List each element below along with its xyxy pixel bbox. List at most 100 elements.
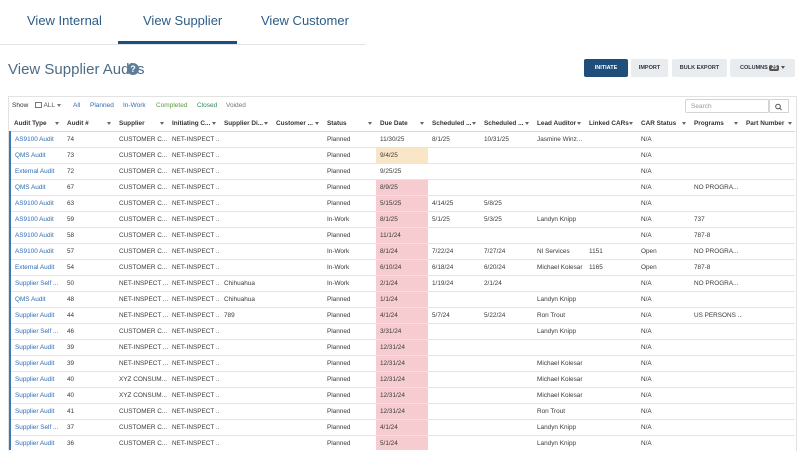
tab-divider [0, 44, 366, 45]
table-cell [742, 259, 795, 276]
table-cell [742, 435, 795, 450]
sort-icon[interactable] [160, 122, 164, 125]
tab[interactable]: View Customer [261, 13, 349, 28]
column-header[interactable]: Status [323, 116, 376, 132]
table-cell: NET-INSPECT ... [168, 307, 220, 324]
column-header[interactable]: Audit # [63, 116, 115, 132]
status-filter[interactable]: All [73, 102, 81, 109]
scope-select[interactable]: ALL [35, 102, 61, 109]
audit-type-link[interactable]: Supplier Audit [9, 371, 63, 388]
table-cell: Michael Kolesar [533, 355, 585, 372]
column-header[interactable]: Scheduled ... [480, 116, 533, 132]
audit-type-link[interactable]: Supplier Self ... [9, 275, 63, 292]
sort-icon[interactable] [525, 122, 529, 125]
audit-type-link[interactable]: AS9100 Audit [9, 195, 63, 212]
audit-type-link[interactable]: QMS Audit [9, 291, 63, 308]
audit-type-link[interactable]: Supplier Audit [9, 435, 63, 450]
table-cell: Planned [323, 323, 376, 340]
column-header[interactable]: Linked CARs [585, 116, 637, 132]
column-header[interactable]: Audit Type [10, 116, 63, 132]
header-row: Audit Type Audit # Supplier Initiating C...… [10, 116, 795, 132]
table-cell [220, 211, 272, 228]
search-input[interactable]: Search [685, 99, 769, 113]
column-header[interactable]: Scheduled ... [428, 116, 480, 132]
table-cell: 36 [63, 435, 115, 450]
table-cell [742, 387, 795, 404]
audit-type-link[interactable]: Supplier Audit [9, 387, 63, 404]
audit-type-link[interactable]: External Audit [9, 259, 63, 276]
table-cell [428, 227, 480, 244]
table-cell [272, 195, 323, 212]
table-cell: CUSTOMER C... [115, 179, 168, 196]
column-header[interactable]: Due Date [376, 116, 428, 132]
audit-type-link[interactable]: AS9100 Audit [9, 211, 63, 228]
table-cell: NET-INSPECT ... [168, 131, 220, 148]
column-header[interactable]: Customer ... [272, 116, 323, 132]
audit-type-link[interactable]: QMS Audit [9, 147, 63, 164]
sort-icon[interactable] [212, 122, 216, 125]
sort-icon[interactable] [420, 122, 424, 125]
sort-icon[interactable] [264, 122, 268, 125]
audit-type-link[interactable]: Supplier Audit [9, 339, 63, 356]
sort-icon[interactable] [55, 122, 59, 125]
table-cell [480, 163, 533, 180]
status-filter[interactable]: Planned [90, 102, 114, 109]
audit-type-link[interactable]: Supplier Audit [9, 403, 63, 420]
table-cell: NET-INSPECT ... [168, 195, 220, 212]
initiate-button[interactable]: INITIATE [584, 59, 628, 77]
sort-icon[interactable] [629, 122, 633, 125]
table-cell: N/A [637, 131, 690, 148]
audit-type-link[interactable]: External Audit [9, 163, 63, 180]
table-cell: 7/22/24 [428, 243, 480, 260]
audit-type-link[interactable]: Supplier Audit [9, 355, 63, 372]
tab-active[interactable]: View Supplier [143, 13, 223, 28]
columns-button[interactable]: COLUMNS 25 [730, 59, 795, 77]
table-cell [690, 419, 742, 436]
table-cell [585, 323, 637, 340]
column-header[interactable]: Initiating C... [168, 116, 220, 132]
import-button[interactable]: IMPORT [631, 59, 668, 77]
column-header[interactable]: CAR Status [637, 116, 690, 132]
audit-type-link[interactable]: Supplier Audit [9, 307, 63, 324]
table-cell: Planned [323, 307, 376, 324]
audit-type-link[interactable]: Supplier Self ... [9, 419, 63, 436]
sort-icon[interactable] [682, 122, 686, 125]
sort-icon[interactable] [788, 122, 792, 125]
help-icon[interactable]: ? [127, 63, 139, 75]
audit-type-link[interactable]: AS9100 Audit [9, 227, 63, 244]
table-cell: 44 [63, 307, 115, 324]
table-cell: 12/31/24 [376, 339, 428, 356]
audit-type-link[interactable]: AS9100 Audit [9, 243, 63, 260]
status-filter[interactable]: Voided [226, 102, 246, 109]
tab[interactable]: View Internal [27, 13, 102, 28]
table-cell [220, 195, 272, 212]
column-title: Part Number [746, 120, 785, 127]
sort-icon[interactable] [577, 122, 581, 125]
audit-type-link[interactable]: Supplier Self ... [9, 323, 63, 340]
table-cell: Open [637, 243, 690, 260]
sort-icon[interactable] [107, 122, 111, 125]
table-cell: 39 [63, 339, 115, 356]
table-cell [428, 419, 480, 436]
search-button[interactable] [769, 99, 789, 113]
status-filter[interactable]: In-Work [123, 102, 146, 109]
table-cell: 12/31/24 [376, 387, 428, 404]
column-header[interactable]: Programs [690, 116, 742, 132]
sort-icon[interactable] [315, 122, 319, 125]
table-cell: Landyn Knipp [533, 211, 585, 228]
bulk-export-button[interactable]: BULK EXPORT [672, 59, 727, 77]
column-header[interactable]: Part Number [742, 116, 795, 132]
column-header[interactable]: Supplier Di... [220, 116, 272, 132]
audit-type-link[interactable]: QMS Audit [9, 179, 63, 196]
sort-icon[interactable] [368, 122, 372, 125]
status-filter[interactable]: Completed [156, 102, 188, 109]
audit-type-link[interactable]: AS9100 Audit [9, 131, 63, 148]
table-cell: N/A [637, 323, 690, 340]
table-cell [533, 227, 585, 244]
column-header[interactable]: Lead Auditor [533, 116, 585, 132]
sort-icon[interactable] [734, 122, 738, 125]
column-header[interactable]: Supplier [115, 116, 168, 132]
status-filter[interactable]: Closed [197, 102, 218, 109]
sort-icon[interactable] [472, 122, 476, 125]
table-cell: 63 [63, 195, 115, 212]
